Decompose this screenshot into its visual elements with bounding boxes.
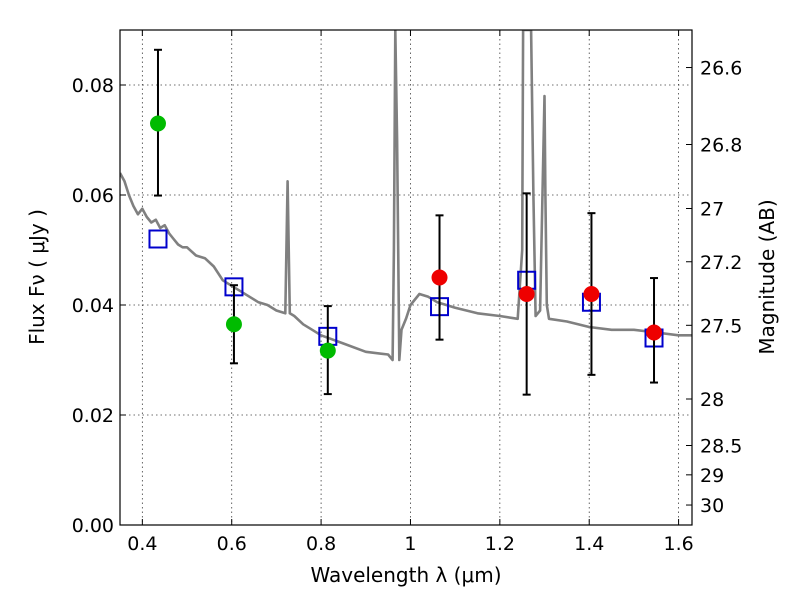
axes: 0.4 0.6 0.8 1 1.2 1.4 1.6 0.00 0.02 0.04 0.06 0.08 2… xyxy=(72,30,742,555)
y-tick-label: 0.06 xyxy=(72,185,114,207)
observed-flux-point xyxy=(518,286,535,302)
y2-axis-title: Magnitude (AB) xyxy=(755,199,779,354)
y2-tick-label: 27.2 xyxy=(700,252,742,274)
y2-tick-label: 28.5 xyxy=(700,436,742,458)
observed-flux-point xyxy=(431,269,448,286)
y-axis-title: Flux Fν ( μJy ) xyxy=(25,209,49,345)
x-tick-label: 0.8 xyxy=(306,533,336,555)
y2-tick-label: 26.8 xyxy=(700,134,742,156)
observed-flux-point xyxy=(646,324,663,341)
model-band-square xyxy=(148,229,168,249)
observed-flux-point xyxy=(225,316,242,333)
data-layer xyxy=(120,30,692,396)
y-tick-label: 0.00 xyxy=(72,515,114,537)
y2-tick-label: 27 xyxy=(700,199,724,221)
y-tick-label: 0.02 xyxy=(72,405,114,427)
x-axis-title: Wavelength λ (μm) xyxy=(310,563,501,587)
plot-frame xyxy=(119,29,693,526)
observed-flux-point xyxy=(149,115,166,132)
plot-background xyxy=(120,30,692,525)
x-tick-label: 1 xyxy=(404,533,416,555)
observed-flux-point xyxy=(583,286,600,302)
model-spectrum-line xyxy=(120,30,692,362)
y2-tick-label: 30 xyxy=(700,495,724,517)
y2-tick-label: 29 xyxy=(700,465,724,487)
y2-tick-label: 27.5 xyxy=(700,315,742,337)
y2-tick-label: 26.6 xyxy=(700,58,742,80)
x-tick-label: 0.6 xyxy=(217,533,247,555)
y-tick-label: 0.08 xyxy=(72,75,114,97)
y-tick-label: 0.04 xyxy=(72,295,114,317)
x-tick-label: 1.6 xyxy=(663,533,693,555)
x-tick-label: 1.2 xyxy=(485,533,515,555)
x-tick-label: 1.4 xyxy=(574,533,604,555)
x-tick-label: 0.4 xyxy=(127,533,157,555)
y2-tick-label: 28 xyxy=(700,389,724,411)
observed-flux-point xyxy=(319,342,336,359)
